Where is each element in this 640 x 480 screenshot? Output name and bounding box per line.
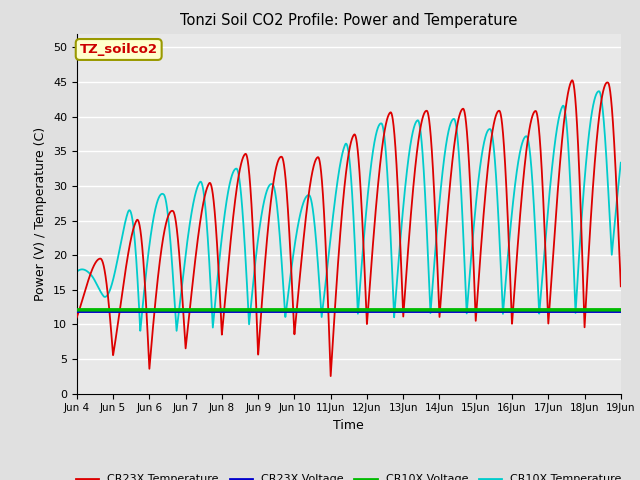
Text: TZ_soilco2: TZ_soilco2: [80, 43, 157, 56]
Legend: CR23X Temperature, CR23X Voltage, CR10X Voltage, CR10X Temperature: CR23X Temperature, CR23X Voltage, CR10X …: [72, 470, 626, 480]
Title: Tonzi Soil CO2 Profile: Power and Temperature: Tonzi Soil CO2 Profile: Power and Temper…: [180, 13, 518, 28]
Y-axis label: Power (V) / Temperature (C): Power (V) / Temperature (C): [35, 127, 47, 300]
X-axis label: Time: Time: [333, 419, 364, 432]
